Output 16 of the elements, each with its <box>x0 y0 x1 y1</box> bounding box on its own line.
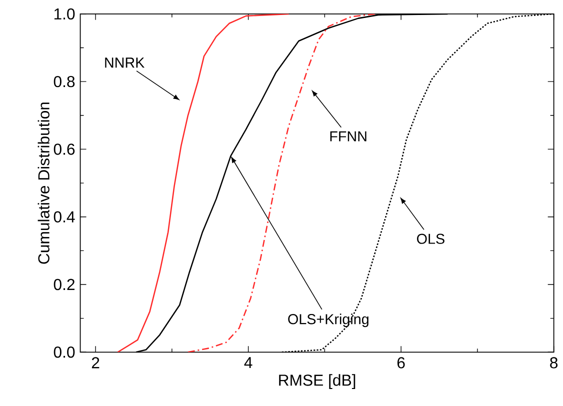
y-axis-title: Cumulative Distribution <box>38 102 50 264</box>
x-tick-label: 8 <box>550 357 558 368</box>
annotation: OLS+Kriging <box>288 314 368 328</box>
y-tick-label: 0.8 <box>54 76 75 88</box>
annotation: NNRK <box>105 58 145 68</box>
y-tick-label: 0.6 <box>54 144 75 155</box>
x-axis-title: RMSE [dB] <box>279 374 356 390</box>
y-tick-label: 1.0 <box>54 8 75 20</box>
y-tick-label: 0.4 <box>54 211 75 223</box>
y-tick-label: 0.0 <box>54 346 75 358</box>
x-tick-label: 6 <box>397 357 405 368</box>
x-tick-label: 4 <box>244 357 252 368</box>
y-tick-label: 0.2 <box>54 278 74 290</box>
annotation: FFNN <box>330 131 366 142</box>
annotation: OLS <box>417 234 444 244</box>
x-tick-label: 2 <box>92 357 100 368</box>
